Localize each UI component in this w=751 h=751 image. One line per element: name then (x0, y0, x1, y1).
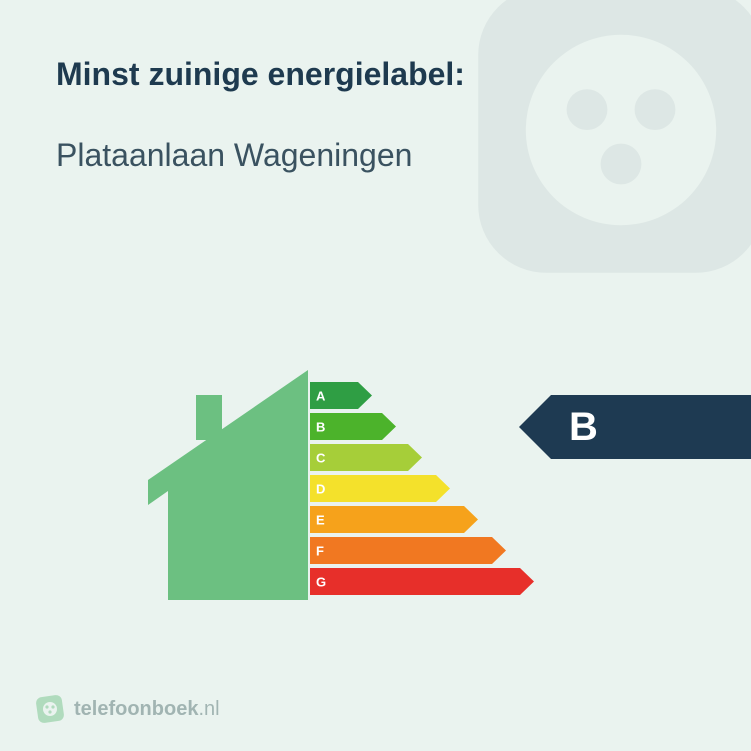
content-area: Minst zuinige energielabel: Plataanlaan … (0, 0, 751, 174)
energy-bar-label: A (316, 388, 325, 403)
energy-bar-label: G (316, 574, 326, 589)
selected-arrow-tip (519, 395, 551, 459)
selected-label-letter: B (551, 395, 751, 459)
energy-bar-label: E (316, 512, 325, 527)
footer: telefoonboek.nl (36, 695, 220, 723)
energy-bar-label: D (316, 481, 325, 496)
selected-label-arrow: B (519, 395, 751, 459)
footer-brand-bold: telefoonboek (74, 698, 198, 720)
energy-bar-label: B (316, 419, 325, 434)
footer-brand: telefoonboek.nl (74, 698, 220, 721)
footer-brand-light: .nl (198, 698, 219, 720)
energy-bar-g: G (310, 568, 570, 595)
energy-bar-label: C (316, 450, 325, 465)
footer-logo-icon (36, 695, 64, 723)
house-icon (148, 370, 328, 600)
energy-bar-f: F (310, 537, 570, 564)
energy-label-graphic: A B C D E F G B (0, 340, 751, 620)
page-subtitle: Plataanlaan Wageningen (56, 137, 695, 174)
energy-bar-e: E (310, 506, 570, 533)
energy-bar-label: F (316, 543, 324, 558)
page-title: Minst zuinige energielabel: (56, 56, 695, 93)
energy-bar-d: D (310, 475, 570, 502)
